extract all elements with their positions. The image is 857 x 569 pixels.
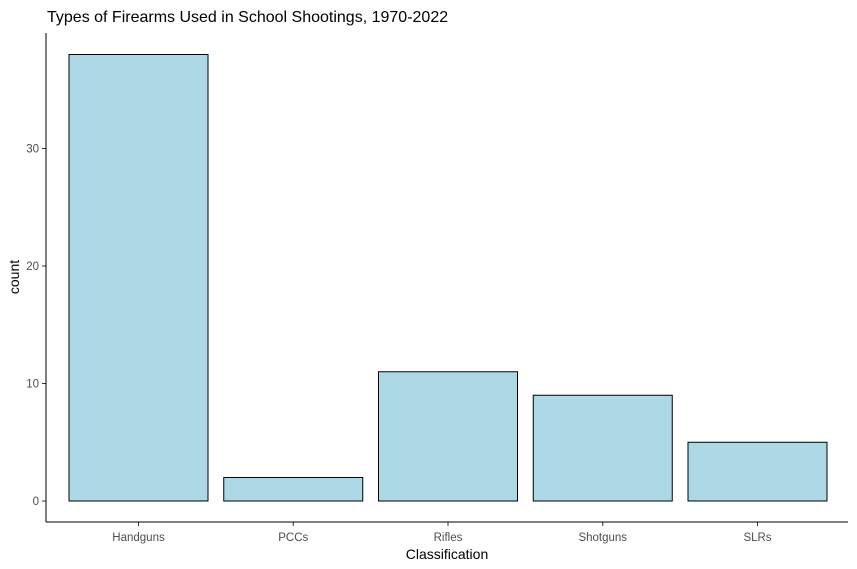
bar-pccs xyxy=(223,477,364,502)
y-axis-ticks: 0 10 20 30 xyxy=(26,144,46,508)
bars xyxy=(68,54,828,502)
x-tick-label: Rifles xyxy=(434,532,463,544)
y-tick-label: 30 xyxy=(26,144,39,156)
x-tick-label: PCCs xyxy=(278,532,308,544)
y-tick-label: 0 xyxy=(33,496,39,508)
x-tick-label: SLRs xyxy=(743,532,771,544)
x-tick-label: Handguns xyxy=(112,532,165,544)
bar-shotguns xyxy=(532,394,673,502)
y-tick-label: 10 xyxy=(26,379,39,391)
x-tick-label: Shotguns xyxy=(578,532,627,544)
chart-title: Types of Firearms Used in School Shootin… xyxy=(47,9,448,26)
x-axis-title: Classification xyxy=(406,546,488,562)
bar-handguns xyxy=(68,54,209,502)
y-tick-label: 20 xyxy=(26,261,39,273)
y-axis-title: count xyxy=(6,260,22,294)
bar-slrs xyxy=(687,441,828,502)
bar-rifles xyxy=(378,371,518,502)
x-axis-ticks: Handguns PCCs Rifles Shotguns SLRs xyxy=(112,522,772,544)
